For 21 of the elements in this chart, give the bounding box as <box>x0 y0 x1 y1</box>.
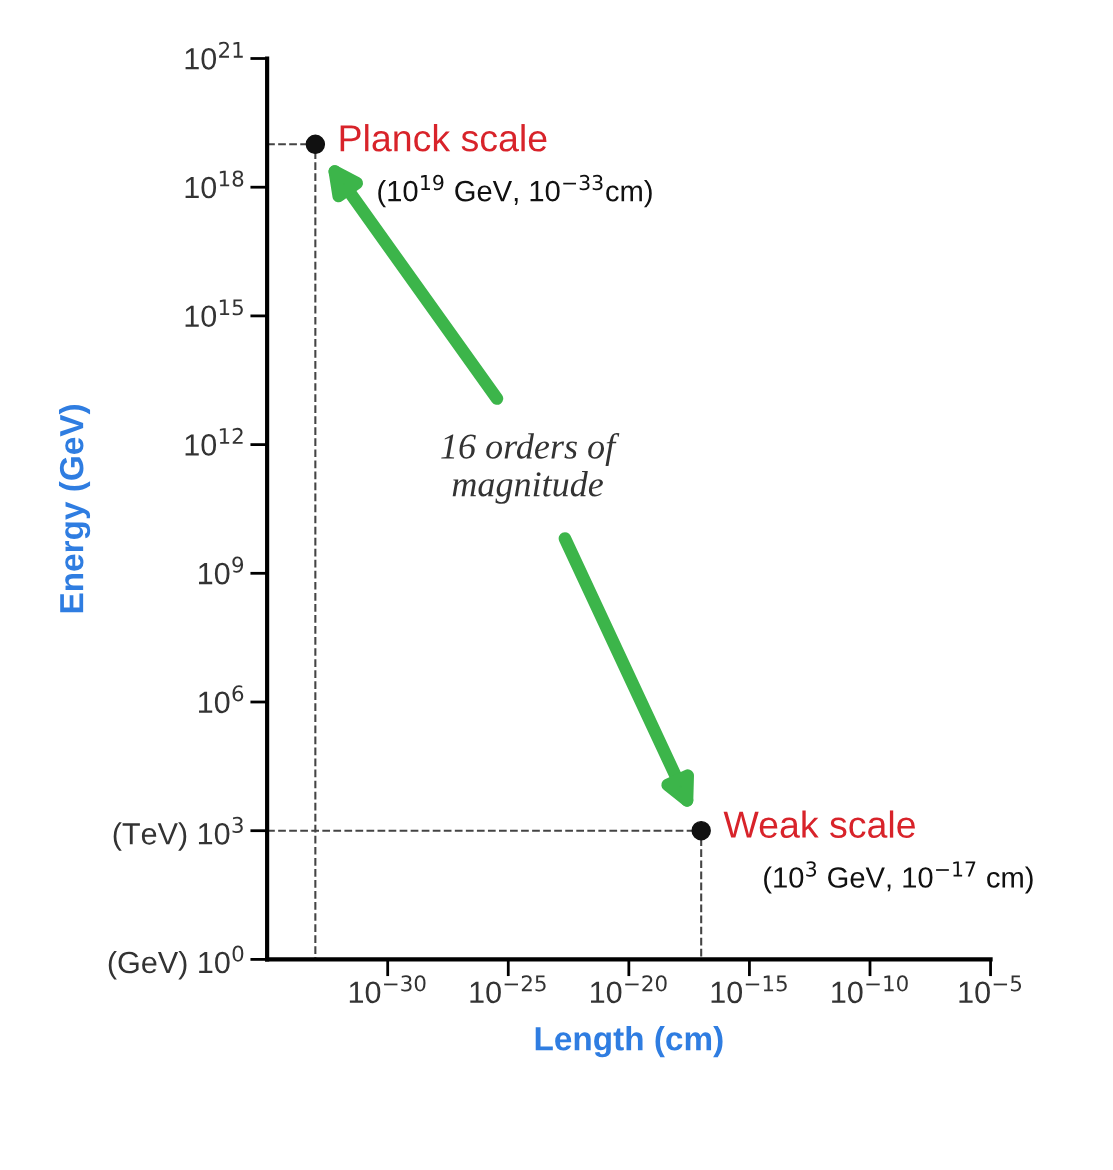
x-tick-label: 10$^{−30}$ <box>349 975 426 1004</box>
x-axis-title: Length (cm) <box>535 1026 723 1058</box>
y-tick-label: 10$^{15}$ <box>185 299 243 328</box>
y-tick-label: 10$^{12}$ <box>185 427 243 456</box>
x-tick-label: 10$^{−20}$ <box>590 975 667 1004</box>
y-tick-label: 10$^{9}$ <box>199 556 244 585</box>
annotation: 16 orders of magnitude <box>441 432 620 504</box>
y-tick-label: 10$^{21}$ <box>185 41 243 70</box>
y-tick-label: 10$^{6}$ <box>199 685 244 714</box>
y-tick-label: (GeV) 10$^{0}$ <box>108 945 244 980</box>
annotation: (10$^{19}$ GeV, 10$^{−33}$cm) <box>378 174 652 208</box>
y-tick-label: (TeV) 10$^{3}$ <box>113 816 243 851</box>
x-tick-label: 10$^{−10}$ <box>832 975 908 1004</box>
y-axis-title: Energy (GeV) <box>58 405 91 613</box>
x-tick-label: 10$^{−25}$ <box>470 975 546 1004</box>
series-label: Weak scale <box>723 810 915 838</box>
y-tick-label: 10$^{18}$ <box>185 170 244 199</box>
x-tick-label: 10$^{−15}$ <box>711 975 787 1004</box>
series-label: Planck scale <box>340 124 547 152</box>
annotation: (10$^{3}$ GeV, 10$^{−17}$ cm) <box>764 861 1033 894</box>
x-tick-label: 10$^{−5}$ <box>959 975 1022 1004</box>
